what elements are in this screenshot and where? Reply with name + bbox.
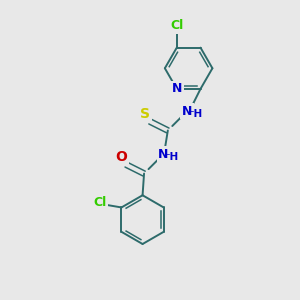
Text: N: N [158,148,169,161]
Text: Cl: Cl [93,196,106,208]
Text: ⁻H: ⁻H [188,109,203,118]
Text: Cl: Cl [170,20,183,32]
Text: O: O [115,150,127,164]
Text: N: N [182,105,192,118]
Text: S: S [140,106,150,121]
Text: N: N [172,82,182,95]
Text: ⁻H: ⁻H [165,152,179,162]
